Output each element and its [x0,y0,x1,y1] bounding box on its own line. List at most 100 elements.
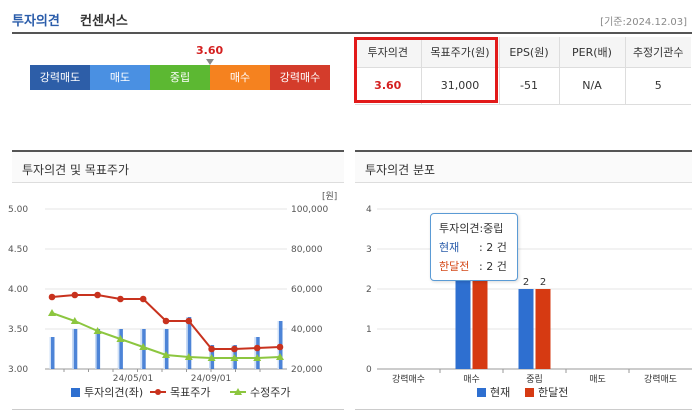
legend-target: 목표주가 [170,386,210,399]
target-price-point [208,345,215,353]
col-eps: EPS(원) [498,37,559,68]
x-tick-label: 매수 [463,374,480,385]
target-price-point [94,291,101,299]
scale-strong-sell: 강력매도 [30,65,90,90]
y-tick-label: 1 [366,325,372,335]
x-tick-label: 중립 [526,374,543,385]
data-label: 2 [523,277,529,288]
x-tick-label: 매도 [589,374,606,385]
left-chart-ticks: 5.00 4.50 4.00 3.50 3.00 100,000 80,000 60,000 4… [8,205,328,384]
target-price-point [162,317,170,325]
right-chart-grid [377,208,692,373]
eps-value: -51 [498,67,559,105]
y-tick-label: 4 [366,205,372,215]
data-label: 2 [540,277,546,288]
scale-label: 중립 [169,71,191,84]
opinion-bar [186,317,192,369]
consensus-summary-table: 투자의견 목표주가(원) EPS(원) PER(배) 추정기관수 3.60 31… [355,37,691,105]
opinion-value: 3.60 [355,67,421,105]
x-tick-label: 24/09/01 [191,374,231,384]
table-header-row: 투자의견 목표주가(원) EPS(원) PER(배) 추정기관수 [355,37,691,68]
legend-adjusted: 수정주가 [250,386,290,399]
legend-current: 현재 [490,386,510,399]
opinion-bar [49,337,55,369]
adjusted-price-point [207,354,216,361]
col-institutions: 추정기관수 [624,37,691,68]
target-price-point [276,343,284,351]
right-chart-ticks: 4 3 2 1 0 강력매수 매수 중립 매도 강력매도 [366,205,677,385]
scale-neutral: 중립 [150,65,210,90]
scale-sell: 매도 [90,65,150,90]
left-panel-title: 투자의견 및 목표주가 [22,163,129,177]
legend-swatch-opinion [71,388,80,397]
per-value: N/A [558,67,625,105]
y-tick-label: 2 [366,285,372,295]
adjusted-price-point [116,335,125,342]
target-price-point [185,317,193,325]
y-right-tick-label: 80,000 [291,245,323,255]
opinion-target-chart: 5.00 4.50 4.00 3.50 3.00 100,000 80,000 60,000 4… [8,191,337,399]
legend-marker-adjusted [234,388,242,395]
y-tick-label: 3 [366,245,372,255]
legend-swatch-current [477,388,486,397]
target-price-point [71,291,79,299]
scale-label: 매도 [109,71,131,84]
scale-label: 매수 [229,71,251,84]
tooltip-key-month-ago: 한달전 [439,260,470,273]
right-panel-header: 투자의견 분포 [355,150,692,183]
reference-date: [기준:2024.12.03] [600,17,687,28]
legend-opinion: 투자의견(좌) [84,386,143,399]
highlight-box [354,37,498,103]
right-panel-bottom-line [355,409,692,410]
adjusted-price-point [253,354,262,361]
table-row: 3.60 31,000 -51 N/A 5 [355,67,691,105]
adjusted-price-point [276,353,284,360]
tooltip-val-current: : 2 건 [479,241,507,254]
y-right-tick-label: 100,000 [291,205,328,215]
tooltip-row-current: 현재: 2 건 [439,238,509,257]
y-right-tick-label: 20,000 [291,365,323,375]
current-opinion-value: 3.60 [196,44,224,57]
y-tick-label: 0 [366,365,372,375]
col-per: PER(배) [558,37,625,68]
adjusted-price-point [70,317,79,324]
y-left-tick-label: 3.00 [8,365,28,375]
legend-marker-target [155,389,161,395]
opinion-bar-highlight [163,329,165,369]
scale-strong-buy: 강력매수 [270,65,330,90]
opinion-bar [254,337,260,369]
opinion-bar-highlight [95,329,97,369]
col-target-price: 목표주가(원) [420,37,499,68]
left-panel-header: 투자의견 및 목표주가 [12,150,344,183]
col-opinion: 투자의견 [355,37,421,68]
adjusted-price-point [162,351,170,358]
x-tick-label: 강력매수 [392,373,425,385]
x-tick-label: 24/05/01 [113,374,153,384]
opinion-bar [163,329,169,369]
y-left-tick-label: 5.00 [8,205,28,215]
current-position-marker [206,59,214,65]
opinion-bar-highlight [186,317,188,369]
scale-label: 강력매도 [39,71,81,84]
legend-month-ago: 한달전 [538,386,568,399]
left-chart-lines [48,291,284,361]
page-title: 투자의견 [12,14,60,29]
target-price-point [253,344,261,352]
target-price-point [117,295,124,303]
target-price-point [231,345,238,353]
opinion-bar-highlight [72,329,74,369]
left-panel-bottom-line [12,409,344,410]
chart-tooltip: 투자의견:중립 현재: 2 건 한달전 : 2 건 [430,213,518,281]
opinion-bar-highlight [49,337,51,369]
scale-buy: 매수 [210,65,270,90]
right-panel-title: 투자의견 분포 [365,163,436,177]
adjusted-price-point [93,327,102,334]
right-axis-unit: [원] [322,191,337,202]
opinion-bar-highlight [117,329,120,369]
y-left-tick-label: 3.50 [8,325,28,335]
y-left-tick-label: 4.00 [8,285,28,295]
tooltip-title: 투자의견:중립 [439,222,504,235]
month-ago-bar [535,289,551,369]
opinion-bar [95,329,101,369]
